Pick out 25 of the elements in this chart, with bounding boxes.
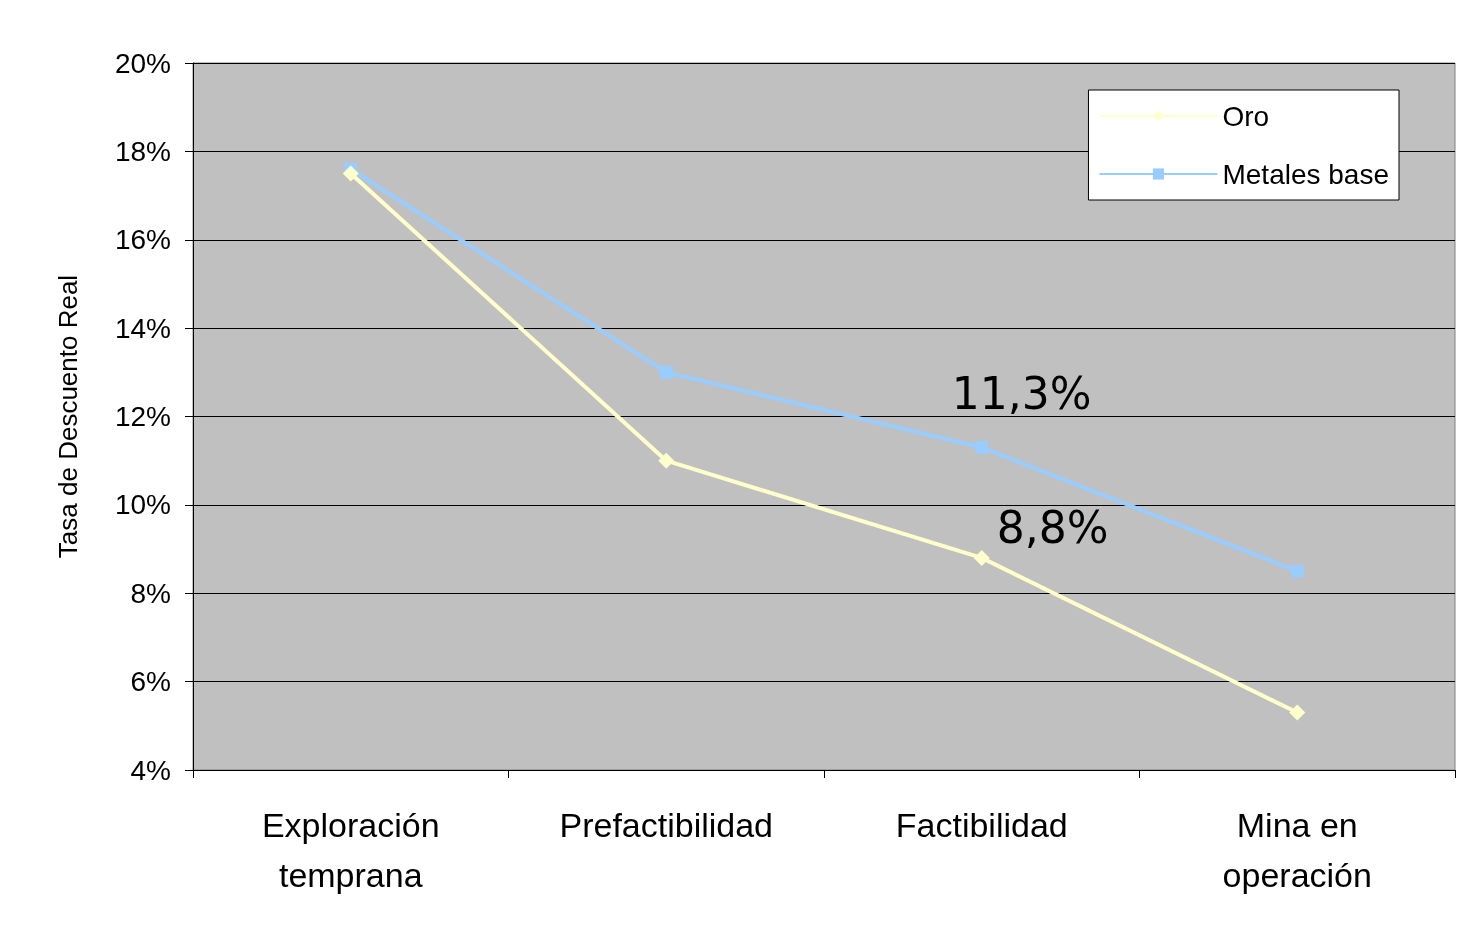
point xyxy=(659,365,673,379)
point xyxy=(1289,704,1306,721)
point xyxy=(973,549,990,566)
y-tick-label: 6% xyxy=(130,666,171,698)
y-tick-label: 10% xyxy=(114,489,171,521)
point xyxy=(342,165,359,182)
point xyxy=(1290,564,1304,578)
y-tick-label: 14% xyxy=(114,312,171,344)
point xyxy=(658,452,675,469)
annotation: 8,8% xyxy=(996,502,1109,554)
x-tick-label: Prefactibilidad xyxy=(559,806,774,844)
y-tick-label: 8% xyxy=(130,577,171,609)
point xyxy=(975,440,989,454)
legend-label: Metales base xyxy=(1222,158,1390,190)
y-tick-label: 18% xyxy=(114,135,171,167)
x-tick-label: Exploración temprana xyxy=(261,806,440,894)
y-axis-title: Tasa de Descuento Real xyxy=(53,274,83,559)
y-tick-label: 16% xyxy=(114,224,171,256)
annotation: 11,3% xyxy=(951,367,1092,419)
x-tick-label: Factibilidad xyxy=(895,806,1068,844)
x-tick-label: Mina en operación xyxy=(1222,806,1372,894)
legend-label: Oro xyxy=(1222,100,1270,132)
y-tick-label: 4% xyxy=(130,754,171,786)
y-tick-label: 12% xyxy=(114,401,171,432)
y-tick-label: 20% xyxy=(114,47,171,79)
